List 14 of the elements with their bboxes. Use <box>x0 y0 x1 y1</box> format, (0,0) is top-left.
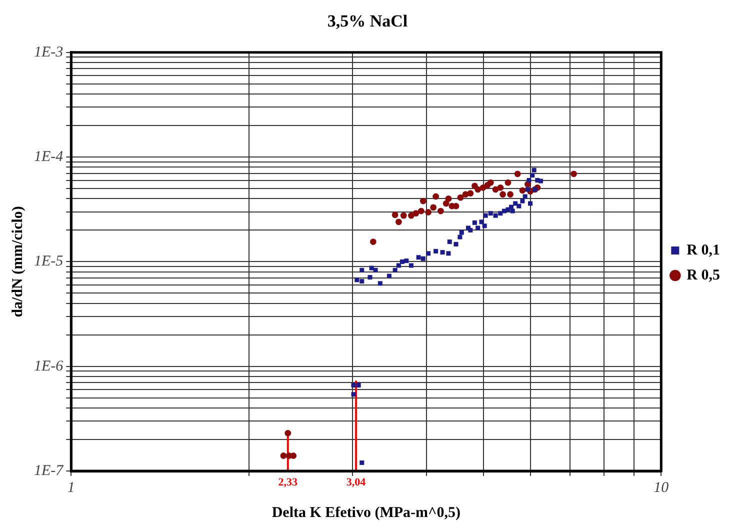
legend-label: R 0,5 <box>686 267 720 284</box>
annotation: 3,04 <box>346 476 366 488</box>
y-tick-label: 1E-5 <box>34 254 64 270</box>
y-tick-label: 1E-6 <box>34 358 64 374</box>
y-axis-title: da/dN (mm/ciclo) <box>10 206 26 318</box>
annotation: 2,33 <box>278 476 298 488</box>
x-axis-title: Delta K Efetivo (MPa-m^0,5) <box>272 504 460 521</box>
x-tick-label: 10 <box>654 480 670 496</box>
y-tick-label: 1E-7 <box>34 462 65 479</box>
y-tick-label: 1E-4 <box>34 148 64 165</box>
x-tick-label: 1 <box>67 480 75 496</box>
chart-title: 3,5% NaCl <box>327 12 408 31</box>
legend-label: R 0,1 <box>686 242 720 258</box>
y-tick-label: 1E-3 <box>34 44 64 60</box>
